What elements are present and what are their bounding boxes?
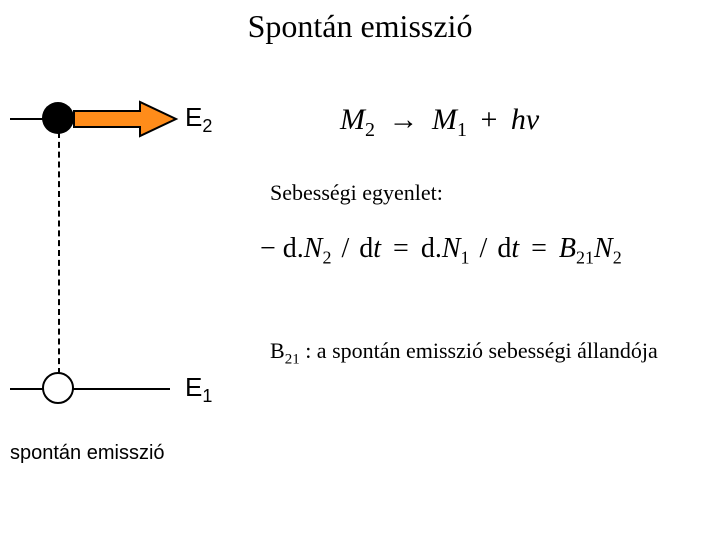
eq2-slash2: / xyxy=(480,233,488,264)
eq2-dot2: . xyxy=(435,233,442,264)
e2-letter: E xyxy=(185,102,202,132)
eq1-nu: ν xyxy=(526,103,539,136)
b21-rest: : a spontán emisszió sebességi állandója xyxy=(300,338,658,363)
emission-arrow-icon xyxy=(70,100,180,138)
rate-eq-label: Sebességi egyenlet: xyxy=(270,180,443,206)
eq2-minus: − xyxy=(260,233,276,264)
eq1-M2-M: M xyxy=(340,103,365,136)
b21-sub: 21 xyxy=(285,351,300,367)
rate-equation: − d.N2 / dt = d.N1 / dt = B21N2 xyxy=(260,233,622,269)
eq1-M1-M: M xyxy=(432,103,457,136)
eq2-t2: t xyxy=(511,233,519,264)
eq1-plus: + xyxy=(481,103,498,136)
eq2-N2b: N xyxy=(594,233,613,264)
e2-sub: 2 xyxy=(202,116,212,136)
eq2-N2a-sub: 2 xyxy=(322,248,331,268)
b21-B: B xyxy=(270,338,285,363)
eq2-t1: t xyxy=(373,233,381,264)
eq2-d4: d xyxy=(497,233,511,264)
eq2-N2a: N xyxy=(304,233,323,264)
eq2-slash1: / xyxy=(341,233,349,264)
transition-line xyxy=(58,132,60,374)
reaction-equation: M2 → M1 + hν xyxy=(340,103,539,142)
eq2-eq1: = xyxy=(393,233,409,264)
e1-label: E1 xyxy=(185,372,212,407)
eq2-eq2: = xyxy=(531,233,547,264)
eq2-d2: d xyxy=(359,233,373,264)
ground-state-particle xyxy=(42,372,74,404)
eq2-dot1: . xyxy=(297,233,304,264)
eq1-M2-sub: 2 xyxy=(365,119,375,141)
page-title: Spontán emisszió xyxy=(0,8,720,45)
diagram-caption: spontán emisszió xyxy=(10,442,165,465)
eq2-B-sub: 21 xyxy=(576,248,594,268)
eq2-d1: d xyxy=(283,233,297,264)
e1-letter: E xyxy=(185,372,202,402)
eq1-arrow: → xyxy=(389,103,419,136)
b21-description: B21 : a spontán emisszió sebességi állan… xyxy=(270,338,658,368)
e1-sub: 1 xyxy=(202,386,212,406)
eq1-h: h xyxy=(511,103,526,136)
energy-diagram: E2 E1 spontán emisszió xyxy=(10,88,240,458)
eq2-N1a: N xyxy=(442,233,461,264)
e2-label: E2 xyxy=(185,102,212,137)
e1-level-line xyxy=(10,388,170,390)
eq2-N1a-sub: 1 xyxy=(461,248,470,268)
eq1-M1-sub: 1 xyxy=(457,119,467,141)
eq2-B: B xyxy=(559,233,576,264)
eq2-N2b-sub: 2 xyxy=(613,248,622,268)
eq2-d3: d xyxy=(421,233,435,264)
